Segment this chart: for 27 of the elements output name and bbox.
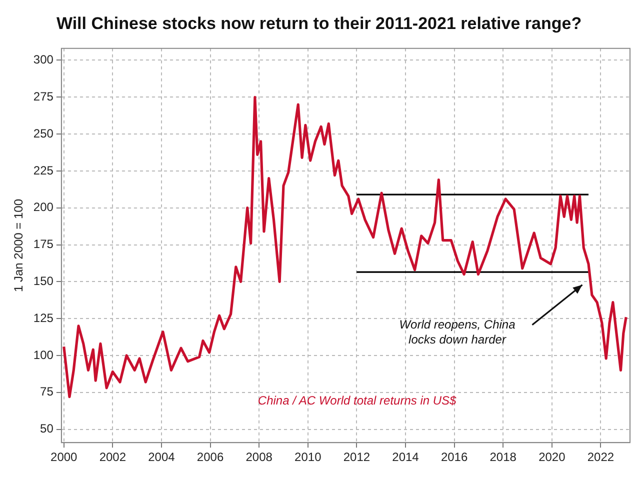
text: China / AC World total returns in US$: [258, 394, 457, 408]
y-tick-label: 100: [33, 348, 54, 362]
x-tick-label: 2012: [343, 450, 370, 464]
x-tick-label: 2006: [196, 450, 224, 464]
annotation: World reopens, China locks down harder: [399, 317, 516, 346]
x-tick-label: 2010: [294, 450, 322, 464]
y-tick-label: 250: [33, 126, 54, 140]
x-tick-label: 2002: [99, 450, 126, 464]
x-tick-label: 2008: [246, 450, 273, 464]
y-tick-label: 75: [40, 384, 54, 399]
x-tick-label: 2018: [490, 450, 517, 464]
x-tick-label: 2016: [440, 450, 468, 464]
y-tick-label: 275: [33, 89, 54, 104]
x-tick-label: 2022: [587, 450, 614, 464]
y-tick-label: 175: [33, 237, 54, 252]
y-tick-label: 200: [33, 200, 54, 214]
y-tick-label: 50: [40, 422, 54, 436]
y-tick-label: 150: [33, 274, 54, 288]
x-tick-label: 2020: [538, 450, 566, 464]
y-tick-label: 125: [33, 310, 54, 325]
y-axis-title: 1 Jan 2000 = 100: [12, 198, 26, 292]
y-tick-label: 225: [33, 163, 54, 178]
y-tick-label: 300: [33, 52, 54, 67]
x-tick-label: 2000: [50, 450, 78, 464]
x-tick-label: 2014: [392, 450, 420, 464]
x-tick-label: 2004: [148, 450, 176, 464]
chart-title: Will Chinese stocks now return to their 2011-2021 relative range?: [56, 14, 582, 33]
